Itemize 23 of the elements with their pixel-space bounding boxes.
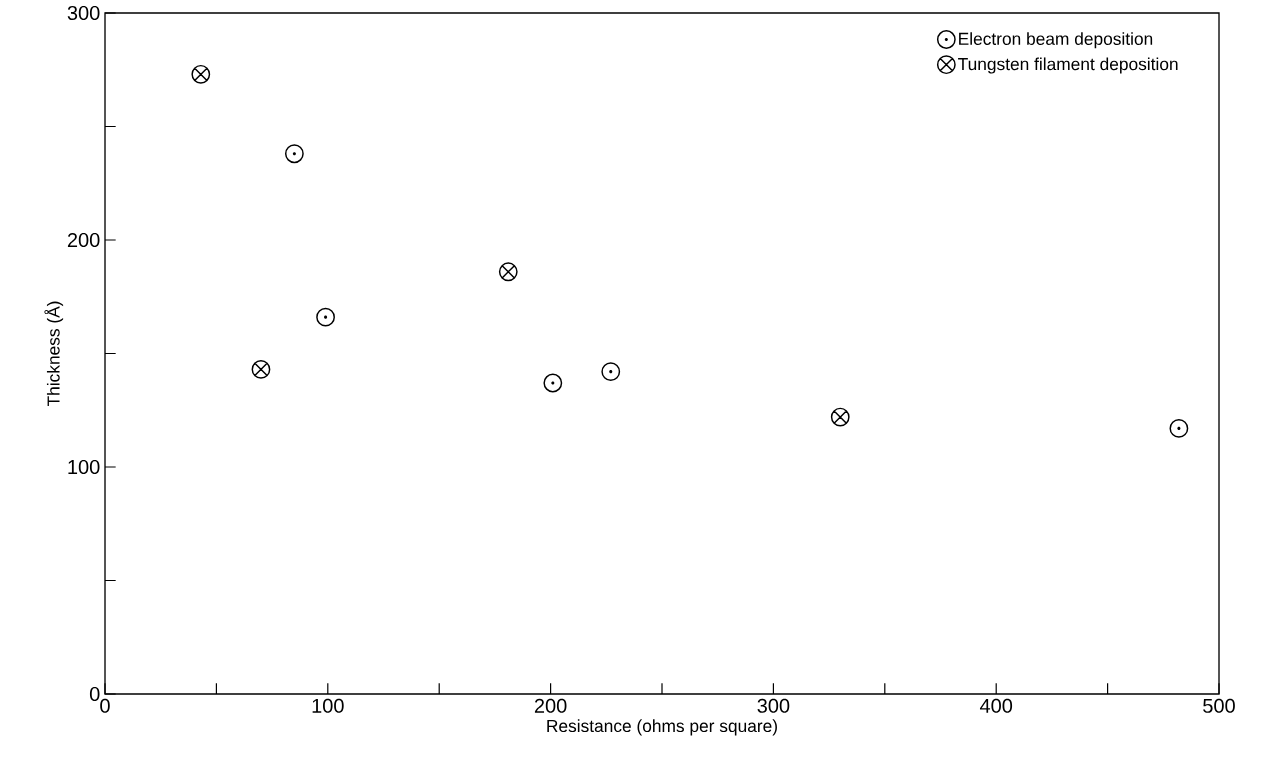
y-tick-label: 0 [89, 686, 100, 702]
y-tick-label: 100 [68, 459, 100, 475]
y-axis-title: Thickness (Å) [44, 301, 64, 407]
point [543, 373, 563, 393]
legend-label: Tungsten filament deposition [958, 57, 1178, 74]
point [830, 407, 850, 427]
x-tick-label: 0 [100, 698, 110, 713]
point [284, 144, 304, 164]
x-tick-label: 300 [757, 698, 790, 713]
x-tick-label: 100 [312, 698, 344, 713]
point [1169, 419, 1189, 438]
point [498, 262, 518, 282]
legend-label: Electron beam deposition [959, 32, 1153, 49]
x-axis-title: Resistance (ohms per square) [547, 719, 777, 736]
y-tick-label: 300 [67, 5, 100, 21]
point [601, 362, 621, 382]
x-tick-label: 500 [1203, 698, 1235, 713]
point [316, 307, 335, 327]
point [251, 359, 271, 379]
point [191, 64, 211, 84]
y-tick-label: 200 [67, 232, 100, 248]
x-tick-label: 400 [979, 698, 1013, 713]
x-tick-label: 200 [534, 698, 567, 713]
